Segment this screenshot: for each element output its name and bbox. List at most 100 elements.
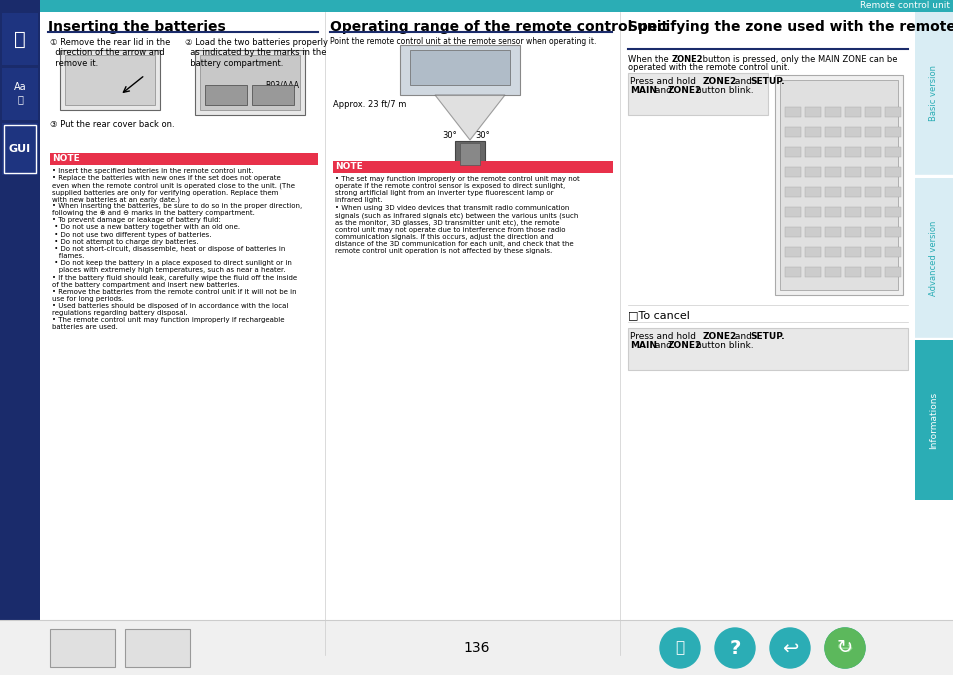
- Text: Basic version: Basic version: [928, 65, 938, 121]
- FancyBboxPatch shape: [333, 161, 613, 173]
- Text: and: and: [651, 86, 674, 95]
- FancyBboxPatch shape: [884, 167, 900, 177]
- Text: ③ Put the rear cover back on.: ③ Put the rear cover back on.: [50, 120, 174, 129]
- Text: ↻: ↻: [836, 639, 852, 657]
- FancyBboxPatch shape: [459, 143, 479, 165]
- Text: ↪: ↪: [836, 639, 852, 657]
- Text: Specifying the zone used with the remote control unit: Specifying the zone used with the remote…: [627, 20, 953, 34]
- FancyBboxPatch shape: [784, 227, 801, 237]
- FancyBboxPatch shape: [804, 247, 821, 257]
- Text: SETUP.: SETUP.: [749, 77, 783, 86]
- Text: ZONE2: ZONE2: [702, 77, 737, 86]
- Text: Informations: Informations: [928, 392, 938, 449]
- FancyBboxPatch shape: [125, 629, 190, 667]
- FancyBboxPatch shape: [844, 147, 861, 157]
- FancyBboxPatch shape: [824, 147, 841, 157]
- Text: and: and: [731, 77, 754, 86]
- Text: • Do not keep the battery in a place exposed to direct sunlight or in
   places : • Do not keep the battery in a place exp…: [52, 261, 292, 273]
- Circle shape: [659, 628, 700, 668]
- Text: • Remove the batteries from the remote control unit if it will not be in
use for: • Remove the batteries from the remote c…: [52, 289, 296, 302]
- FancyBboxPatch shape: [65, 55, 154, 105]
- FancyBboxPatch shape: [844, 207, 861, 217]
- FancyBboxPatch shape: [194, 50, 305, 115]
- FancyBboxPatch shape: [824, 227, 841, 237]
- FancyBboxPatch shape: [824, 127, 841, 137]
- FancyBboxPatch shape: [784, 147, 801, 157]
- FancyBboxPatch shape: [914, 178, 953, 338]
- Text: • To prevent damage or leakage of battery fluid:: • To prevent damage or leakage of batter…: [52, 217, 221, 223]
- FancyBboxPatch shape: [784, 247, 801, 257]
- FancyBboxPatch shape: [804, 207, 821, 217]
- FancyBboxPatch shape: [774, 75, 902, 295]
- FancyBboxPatch shape: [0, 620, 953, 675]
- Text: 30°: 30°: [441, 131, 456, 140]
- FancyBboxPatch shape: [884, 207, 900, 217]
- Text: Point the remote control unit at the remote sensor when operating it.: Point the remote control unit at the rem…: [330, 37, 596, 46]
- FancyBboxPatch shape: [784, 167, 801, 177]
- FancyBboxPatch shape: [200, 55, 299, 110]
- Text: operated with the remote control unit.: operated with the remote control unit.: [627, 63, 789, 72]
- Text: 📖: 📖: [14, 30, 26, 49]
- FancyBboxPatch shape: [399, 45, 519, 95]
- Text: • The remote control unit may function improperly if rechargeable
batteries are : • The remote control unit may function i…: [52, 317, 284, 330]
- FancyBboxPatch shape: [804, 187, 821, 197]
- Text: GUI: GUI: [9, 144, 31, 154]
- FancyBboxPatch shape: [205, 85, 247, 105]
- Text: Aa
🔍: Aa 🔍: [13, 82, 27, 104]
- FancyBboxPatch shape: [784, 187, 801, 197]
- Text: 📖: 📖: [675, 641, 684, 655]
- FancyBboxPatch shape: [824, 167, 841, 177]
- FancyBboxPatch shape: [804, 227, 821, 237]
- FancyBboxPatch shape: [844, 167, 861, 177]
- Text: Advanced version: Advanced version: [928, 220, 938, 296]
- FancyBboxPatch shape: [844, 187, 861, 197]
- FancyBboxPatch shape: [844, 127, 861, 137]
- Text: and: and: [651, 341, 674, 350]
- Text: • Do not use a new battery together with an old one.: • Do not use a new battery together with…: [52, 224, 240, 230]
- Circle shape: [769, 628, 809, 668]
- FancyBboxPatch shape: [784, 267, 801, 277]
- FancyBboxPatch shape: [844, 247, 861, 257]
- FancyBboxPatch shape: [844, 227, 861, 237]
- Text: • If the battery fluid should leak, carefully wipe the fluid off the inside
of t: • If the battery fluid should leak, care…: [52, 275, 296, 288]
- FancyBboxPatch shape: [780, 80, 897, 290]
- FancyBboxPatch shape: [884, 107, 900, 117]
- FancyBboxPatch shape: [0, 0, 40, 675]
- Text: ↩: ↩: [781, 639, 798, 657]
- FancyBboxPatch shape: [627, 328, 907, 370]
- Text: When the: When the: [627, 55, 671, 64]
- FancyBboxPatch shape: [884, 147, 900, 157]
- FancyBboxPatch shape: [864, 107, 880, 117]
- Text: MAIN: MAIN: [629, 341, 657, 350]
- Text: Approx. 23 ft/7 m: Approx. 23 ft/7 m: [333, 100, 406, 109]
- FancyBboxPatch shape: [627, 73, 767, 115]
- Text: • Do not use two different types of batteries.: • Do not use two different types of batt…: [52, 232, 212, 238]
- FancyBboxPatch shape: [824, 207, 841, 217]
- FancyBboxPatch shape: [884, 247, 900, 257]
- Text: • Do not short-circuit, disassemble, heat or dispose of batteries in
   flames.: • Do not short-circuit, disassemble, hea…: [52, 246, 285, 259]
- FancyBboxPatch shape: [50, 629, 115, 667]
- FancyBboxPatch shape: [60, 50, 160, 110]
- Text: NOTE: NOTE: [335, 162, 362, 171]
- FancyBboxPatch shape: [864, 267, 880, 277]
- FancyBboxPatch shape: [864, 147, 880, 157]
- Text: • Do not attempt to charge dry batteries.: • Do not attempt to charge dry batteries…: [52, 239, 198, 245]
- FancyBboxPatch shape: [824, 247, 841, 257]
- FancyBboxPatch shape: [784, 207, 801, 217]
- Text: Remote control unit: Remote control unit: [859, 1, 949, 11]
- Text: ② Load the two batteries properly
  as indicated by the marks in the
  battery c: ② Load the two batteries properly as ind…: [185, 38, 328, 68]
- Text: ZONE2: ZONE2: [702, 332, 737, 341]
- FancyBboxPatch shape: [864, 127, 880, 137]
- FancyBboxPatch shape: [864, 247, 880, 257]
- FancyBboxPatch shape: [2, 68, 38, 120]
- Text: 136: 136: [463, 641, 490, 655]
- Text: □To cancel: □To cancel: [627, 310, 689, 320]
- Text: • Insert the specified batteries in the remote control unit.: • Insert the specified batteries in the …: [52, 168, 253, 174]
- FancyBboxPatch shape: [914, 12, 953, 175]
- FancyBboxPatch shape: [2, 13, 38, 65]
- FancyBboxPatch shape: [804, 267, 821, 277]
- Text: ① Remove the rear lid in the
  direction of the arrow and
  remove it.: ① Remove the rear lid in the direction o…: [50, 38, 171, 68]
- FancyBboxPatch shape: [824, 187, 841, 197]
- FancyBboxPatch shape: [864, 187, 880, 197]
- FancyBboxPatch shape: [804, 107, 821, 117]
